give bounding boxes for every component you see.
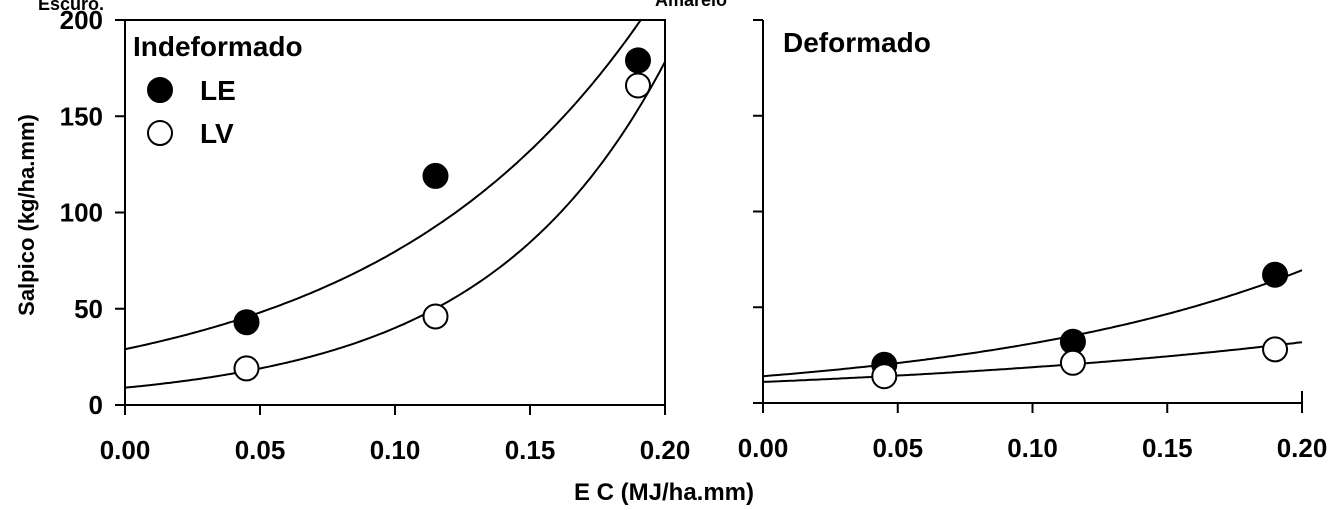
x-tick-label: 0.10 (1007, 433, 1058, 463)
x-tick-label: 0.15 (505, 435, 556, 465)
data-point-le (625, 47, 651, 74)
fit-curve-le (763, 269, 1302, 378)
data-point-lv (1059, 349, 1086, 376)
x-tick-label: 0.20 (640, 435, 691, 465)
x-tick-label: 0.00 (100, 435, 151, 465)
data-point-lv (625, 72, 651, 99)
y-tick-label: 50 (74, 294, 103, 324)
data-point-lv (233, 355, 260, 382)
legend-label-lv: LV (200, 118, 234, 149)
x-tick-label: 0.20 (1277, 433, 1328, 463)
y-axis-label: Salpico (kg/ha.mm) (14, 114, 39, 316)
x-tick-label: 0.05 (235, 435, 286, 465)
x-tick-label: 0.15 (1142, 433, 1193, 463)
panel-deformado: 0.00 0.05 0.10 0.15 0.20 Deformado (738, 19, 1328, 463)
data-point-lv (871, 363, 898, 390)
x-tick-label: 0.05 (872, 433, 923, 463)
legend-marker-lv (147, 120, 173, 146)
legend-marker-le (147, 77, 173, 103)
panel-title: Indeformado (133, 31, 303, 62)
data-point-lv (422, 303, 449, 330)
legend-label-le: LE (200, 75, 236, 106)
panel-title: Deformado (783, 27, 931, 58)
data-point-le (422, 162, 449, 189)
cropped-top-text-left: Escuro. (38, 0, 104, 14)
x-tick-label: 0.10 (370, 435, 421, 465)
y-tick-label: 100 (60, 198, 103, 228)
y-tick-label: 200 (60, 5, 103, 35)
panel-indeformado: 0.00 0.05 0.10 0.15 0.20 0 50 100 150 200 Indeform… (60, 5, 691, 465)
y-tick-label: 150 (60, 101, 103, 131)
cropped-top-text-right: Amarelo (655, 0, 727, 10)
x-tick-label: 0.00 (738, 433, 789, 463)
data-point-le (233, 309, 260, 336)
fit-curve-lv (763, 341, 1302, 383)
data-point-le (1262, 261, 1289, 288)
fit-curve-lv (125, 61, 665, 389)
x-axis-label: E C (MJ/ha.mm) (574, 479, 754, 506)
data-point-lv (1262, 336, 1289, 363)
fit-curve-le (125, 20, 642, 351)
y-tick-label: 0 (89, 390, 103, 420)
